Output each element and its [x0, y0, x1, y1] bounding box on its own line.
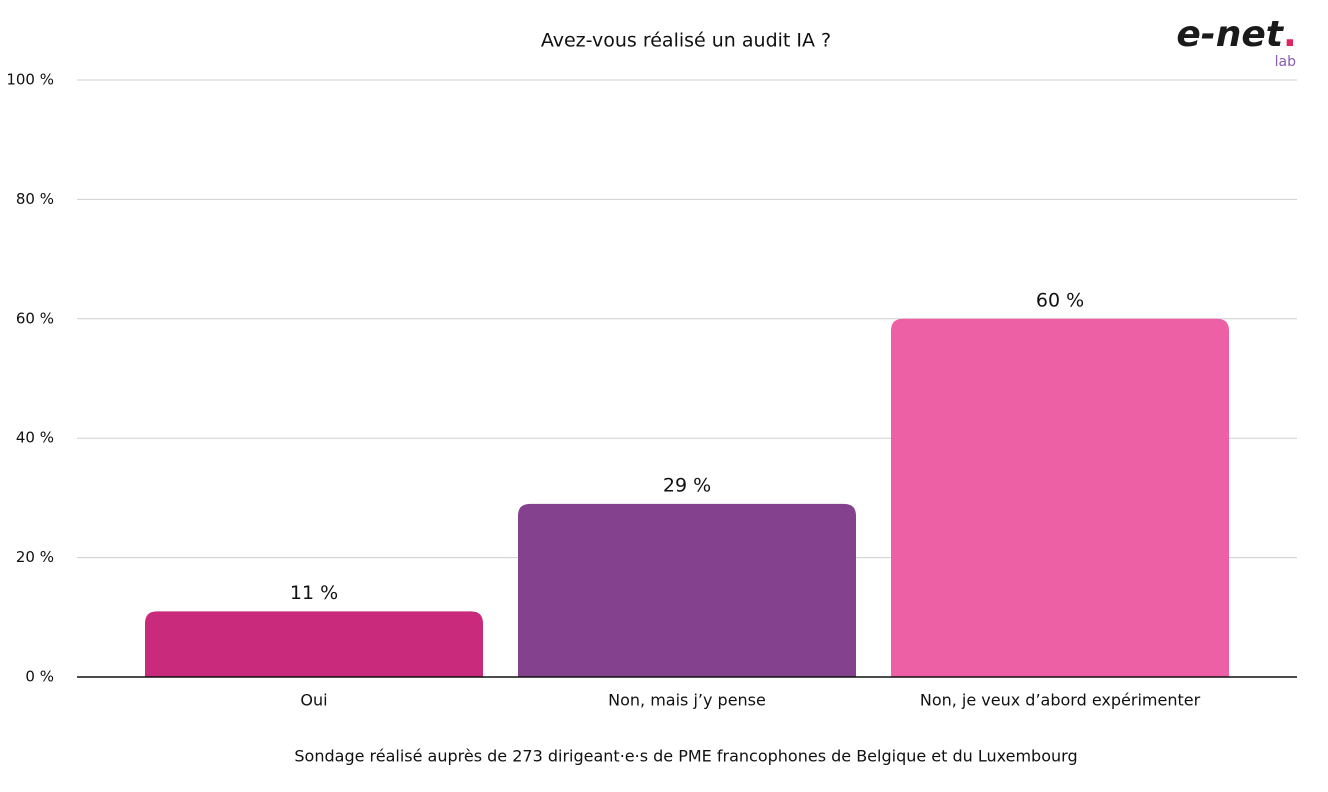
x-tick-label: Non, je veux d’abord expérimenter: [920, 691, 1201, 710]
logo-name: e-net: [1176, 14, 1284, 55]
chart-title: Avez-vous réalisé un audit IA ?: [541, 30, 831, 52]
caption: Sondage réalisé auprès de 273 dirigeant·…: [294, 747, 1077, 766]
bar: [891, 318, 1229, 677]
logo-sub: lab: [1275, 54, 1296, 70]
value-label: 29 %: [663, 474, 711, 496]
y-tick-label: 60 %: [16, 309, 54, 327]
y-tick-label: 40 %: [16, 429, 54, 447]
bar: [518, 503, 856, 677]
y-tick-label: 0 %: [25, 668, 54, 686]
bar: [145, 611, 483, 677]
x-tick-label: Oui: [300, 691, 327, 710]
value-label: 60 %: [1036, 289, 1084, 311]
logo: e-net . lab: [1176, 14, 1296, 70]
value-label: 11 %: [290, 582, 338, 604]
y-tick-label: 100 %: [6, 71, 54, 89]
logo-dot: .: [1283, 14, 1297, 55]
x-tick-label: Non, mais j’y pense: [608, 691, 766, 710]
y-tick-label: 80 %: [16, 190, 54, 208]
y-tick-label: 20 %: [16, 548, 54, 566]
